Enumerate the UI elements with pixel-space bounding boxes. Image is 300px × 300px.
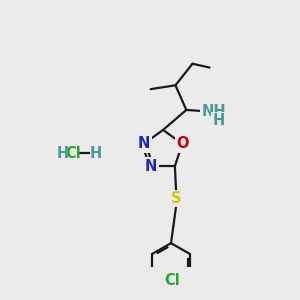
Text: N: N	[145, 159, 158, 174]
Text: S: S	[171, 191, 182, 206]
Text: Cl: Cl	[65, 146, 81, 160]
Text: H: H	[213, 113, 225, 128]
Text: NH: NH	[202, 104, 226, 119]
Text: O: O	[176, 136, 188, 151]
Text: Cl: Cl	[164, 273, 180, 288]
Text: H: H	[56, 146, 68, 160]
Text: N: N	[138, 136, 150, 151]
Text: H: H	[89, 146, 102, 160]
